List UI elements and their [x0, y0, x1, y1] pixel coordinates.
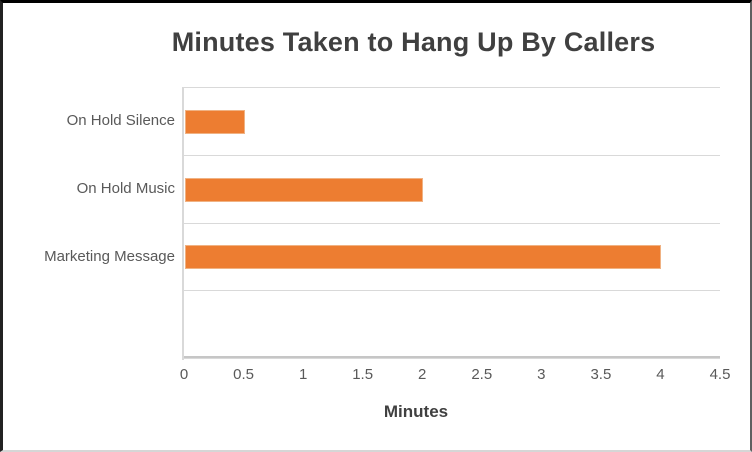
- x-tick-label: 0: [179, 366, 189, 383]
- x-tick-label: 4: [656, 366, 665, 383]
- bar-on-hold-music: [185, 177, 424, 202]
- x-tick-label: 3: [537, 366, 546, 383]
- bar-marketing-message: [185, 245, 662, 270]
- chart-title: Minutes Taken to Hang Up By Callers: [171, 27, 656, 57]
- y-axis-line: [182, 87, 184, 360]
- x-tick-label: 1.5: [352, 366, 374, 383]
- gridline-band: [184, 88, 720, 156]
- category-label: On Hold Music: [76, 180, 175, 198]
- gridline-band: [184, 156, 720, 224]
- x-tick-label: 0.5: [233, 366, 254, 383]
- plot-area: [184, 87, 720, 359]
- bar-on-hold-silence: [185, 109, 245, 134]
- category-axis: On Hold Silence On Hold Music Marketing Me…: [3, 87, 175, 358]
- x-tick-label: 3.5: [590, 366, 612, 383]
- gridline-band: [184, 224, 720, 292]
- x-tick-label: 4.5: [709, 366, 731, 383]
- category-label: On Hold Silence: [66, 112, 175, 130]
- x-axis-ticks: 0 0.5 1 1.5 2 2.5 3 3.5 4 4.5: [180, 366, 731, 386]
- x-tick-label: 2: [418, 366, 427, 383]
- category-label: Marketing Message: [44, 247, 175, 265]
- x-axis-title: Minutes: [383, 402, 449, 421]
- gridline-band: [184, 291, 720, 359]
- x-tick-label: 2.5: [471, 366, 493, 383]
- x-tick-label: 1: [298, 366, 308, 383]
